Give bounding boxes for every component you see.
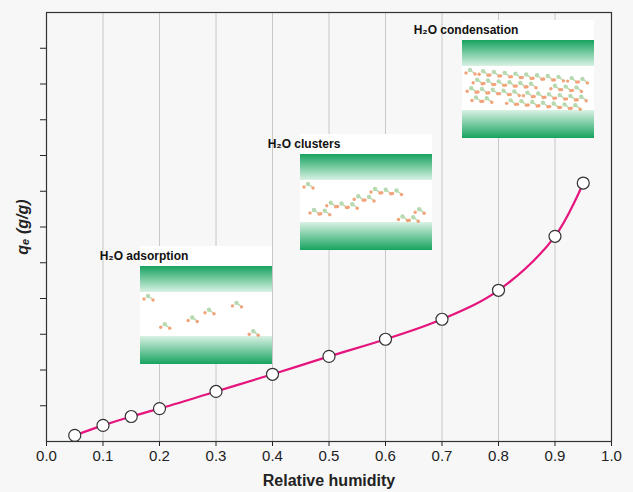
svg-text:0.4: 0.4 [262,447,283,464]
svg-text:0.1: 0.1 [93,447,114,464]
svg-text:0.7: 0.7 [432,447,453,464]
svg-text:1.0: 1.0 [601,447,622,464]
svg-text:H₂O condensation: H₂O condensation [414,23,519,37]
svg-text:H₂O adsorption: H₂O adsorption [100,249,189,263]
svg-text:0.3: 0.3 [206,447,227,464]
svg-text:0.6: 0.6 [375,447,396,464]
svg-text:qₑ (g/g): qₑ (g/g) [14,199,31,254]
svg-text:H₂O clusters: H₂O clusters [268,137,341,151]
svg-text:0.2: 0.2 [149,447,170,464]
svg-text:0.9: 0.9 [545,447,566,464]
svg-text:0.5: 0.5 [319,447,340,464]
svg-text:Relative humidity: Relative humidity [263,472,396,489]
svg-text:0.0: 0.0 [36,447,57,464]
svg-text:0.8: 0.8 [488,447,509,464]
